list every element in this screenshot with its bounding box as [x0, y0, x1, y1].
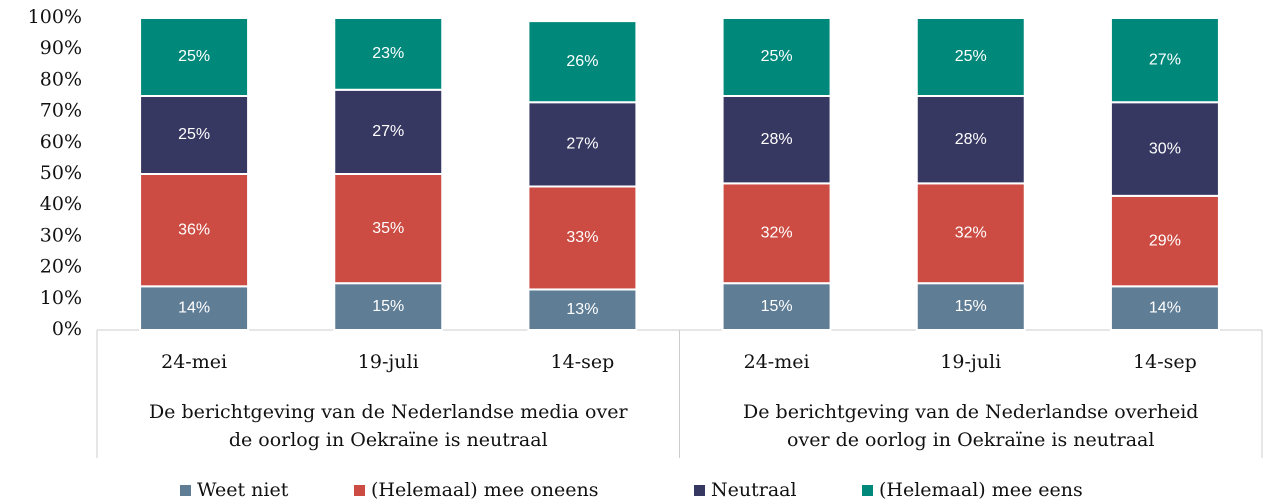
bar-segment: [915, 17, 1026, 97]
bar-segment: [139, 285, 250, 332]
value-label: 30%: [1149, 140, 1181, 157]
value-label: 15%: [761, 298, 793, 315]
x-tick-label: 24-mei: [161, 351, 227, 373]
bar-segment: [1109, 285, 1220, 332]
x-tick-label: 14-sep: [551, 351, 615, 373]
legend-swatch: [694, 485, 705, 496]
value-label: 32%: [955, 224, 987, 241]
value-label: 14%: [1149, 299, 1181, 316]
legend-label: Weet niet: [197, 479, 289, 501]
y-tick-label: 90%: [40, 37, 82, 59]
value-label: 25%: [761, 48, 793, 65]
value-label: 33%: [566, 229, 598, 246]
value-label: 32%: [761, 224, 793, 241]
value-label: 27%: [566, 136, 598, 153]
group-label: de oorlog in Oekraïne is neutraal: [229, 429, 548, 451]
bar-segment: [1109, 194, 1220, 288]
legend-label: Neutraal: [711, 479, 797, 501]
bar-segment: [721, 95, 832, 185]
value-label: 13%: [566, 301, 598, 318]
bar-segment: [915, 95, 1026, 185]
y-tick-label: 10%: [40, 287, 82, 309]
legend-label: (Helemaal) mee oneens: [371, 479, 598, 501]
y-tick-label: 100%: [28, 6, 82, 28]
value-label: 36%: [178, 221, 210, 238]
y-tick-label: 70%: [40, 100, 82, 122]
bar-segment: [1109, 17, 1220, 104]
y-tick-label: 60%: [40, 131, 82, 153]
x-tick-label: 14-sep: [1133, 351, 1197, 373]
y-tick-label: 80%: [40, 68, 82, 90]
value-label: 25%: [178, 48, 210, 65]
value-label: 15%: [955, 298, 987, 315]
y-tick-label: 0%: [52, 318, 82, 340]
bar-segment: [527, 101, 638, 188]
bar-segment: [333, 88, 444, 175]
bar-segment: [333, 282, 444, 332]
bar-segment: [139, 17, 250, 97]
x-tick-label: 24-mei: [744, 351, 810, 373]
y-tick-label: 40%: [40, 193, 82, 215]
x-tick-label: 19-juli: [940, 351, 1001, 373]
y-tick-label: 20%: [40, 256, 82, 278]
value-label: 14%: [178, 299, 210, 316]
bar-segment: [527, 288, 638, 332]
value-label: 27%: [1149, 51, 1181, 68]
value-label: 25%: [178, 126, 210, 143]
bar-segment: [915, 182, 1026, 285]
bar-segment: [721, 17, 832, 97]
legend-swatch: [180, 485, 191, 496]
group-label: De berichtgeving van de Nederlandse medi…: [149, 401, 629, 423]
y-tick-label: 50%: [40, 162, 82, 184]
y-tick-label: 30%: [40, 224, 82, 246]
value-label: 28%: [955, 131, 987, 148]
legend-label: (Helemaal) mee eens: [879, 479, 1083, 501]
legend-swatch: [354, 485, 365, 496]
legend-swatch: [862, 485, 873, 496]
value-label: 28%: [761, 131, 793, 148]
x-tick-label: 19-juli: [358, 351, 419, 373]
group-label: De berichtgeving van de Nederlandse over…: [743, 401, 1198, 423]
bar-segment: [333, 17, 444, 91]
value-label: 25%: [955, 48, 987, 65]
value-label: 29%: [1149, 232, 1181, 249]
bar-segment: [333, 173, 444, 285]
value-label: 35%: [372, 220, 404, 237]
bar-segment: [721, 282, 832, 332]
value-label: 26%: [566, 53, 598, 70]
value-label: 15%: [372, 298, 404, 315]
group-label: over de oorlog in Oekraïne is neutraal: [787, 429, 1154, 451]
value-label: 23%: [372, 45, 404, 62]
bar-segment: [527, 20, 638, 104]
value-label: 27%: [372, 123, 404, 140]
bar-segment: [139, 173, 250, 288]
